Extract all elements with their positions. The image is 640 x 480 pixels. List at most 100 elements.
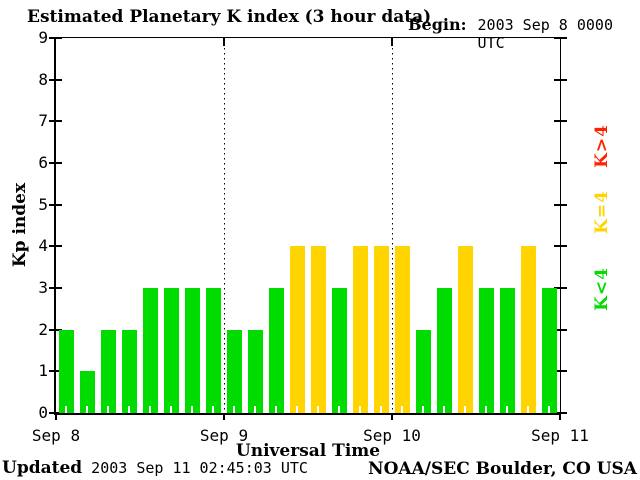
kp-bar bbox=[353, 246, 368, 413]
kp-bar bbox=[80, 371, 95, 413]
kp-bar bbox=[311, 246, 326, 413]
minor-tick-notch bbox=[464, 406, 466, 413]
y-axis-tick-right bbox=[554, 203, 567, 206]
x-axis-day-tick bbox=[223, 413, 225, 420]
y-axis-tick-right bbox=[554, 37, 567, 39]
y-axis-tick-label: 7 bbox=[38, 111, 48, 131]
updated-line: Updated 2003 Sep 11 02:45:03 UTC bbox=[2, 458, 308, 478]
y-axis-line bbox=[54, 37, 56, 415]
kp-bar bbox=[248, 329, 263, 413]
y-axis-tick-left bbox=[49, 78, 62, 81]
kp-bar bbox=[521, 246, 536, 413]
y-axis-tick-label: 4 bbox=[38, 236, 48, 256]
kp-bar bbox=[332, 288, 347, 413]
y-axis-tick-left bbox=[49, 162, 62, 164]
kp-bar bbox=[374, 246, 389, 413]
minor-tick-notch bbox=[86, 406, 88, 413]
y-axis-tick-left bbox=[49, 370, 62, 373]
kp-bar bbox=[269, 288, 284, 413]
x-axis-day-tick bbox=[559, 413, 561, 420]
minor-tick-notch bbox=[233, 406, 235, 413]
begin-label: Begin: bbox=[408, 15, 467, 34]
kp-bar bbox=[395, 246, 410, 413]
y-axis-tick-left bbox=[49, 120, 62, 123]
y-axis-tick-left bbox=[49, 37, 62, 39]
minor-tick-notch bbox=[107, 406, 109, 413]
minor-tick-notch bbox=[548, 406, 550, 413]
y-axis-tick-label: 9 bbox=[38, 28, 48, 47]
minor-tick-notch bbox=[128, 406, 130, 413]
minor-tick-notch bbox=[296, 406, 298, 413]
minor-tick-notch bbox=[191, 406, 193, 413]
x-axis-tick-label: Sep 8 bbox=[31, 426, 81, 445]
y-axis-tick-left bbox=[49, 245, 62, 248]
minor-tick-notch bbox=[212, 406, 214, 413]
minor-tick-notch bbox=[380, 406, 382, 413]
minor-tick-notch bbox=[359, 406, 361, 413]
y-axis-tick-right bbox=[554, 287, 567, 289]
credit-text: NOAA/SEC Boulder, CO USA bbox=[368, 459, 637, 479]
y-axis-tick-label: 8 bbox=[38, 69, 48, 89]
y-axis-tick-left bbox=[49, 287, 62, 289]
kp-bar bbox=[479, 288, 494, 413]
minor-tick-notch bbox=[338, 406, 340, 413]
y-axis-tick-label: 0 bbox=[38, 403, 48, 422]
minor-tick-notch bbox=[317, 406, 319, 413]
plot-area bbox=[49, 37, 567, 420]
x-axis-day-tick bbox=[391, 413, 393, 420]
y-axis-tick-label: 3 bbox=[38, 278, 48, 297]
kp-bar bbox=[458, 246, 473, 413]
minor-tick-notch bbox=[401, 406, 403, 413]
y-axis-tick-left bbox=[49, 203, 62, 206]
kp-bar bbox=[542, 288, 557, 413]
kp-bar bbox=[122, 329, 137, 413]
y-axis-tick-label: 6 bbox=[38, 153, 48, 172]
x-axis-tick-label: Sep 9 bbox=[199, 426, 249, 445]
legend-item-k-equal-4: K=4 bbox=[592, 190, 612, 234]
minor-tick-notch bbox=[422, 406, 424, 413]
kp-bar bbox=[500, 288, 515, 413]
y-axis-tick-right bbox=[554, 162, 567, 164]
minor-tick-notch bbox=[170, 406, 172, 413]
plot-right-border bbox=[560, 37, 561, 415]
y-axis-tick-right bbox=[554, 120, 567, 123]
y-axis-tick-label: 1 bbox=[38, 361, 48, 381]
begin-line: Begin: 2003 Sep 8 0000 UTC bbox=[408, 15, 640, 52]
chart-title: Estimated Planetary K index (3 hour data… bbox=[27, 7, 432, 27]
kp-bar bbox=[290, 246, 305, 413]
kp-bar bbox=[185, 288, 200, 413]
minor-tick-notch bbox=[149, 406, 151, 413]
updated-label: Updated bbox=[2, 458, 83, 478]
minor-tick-notch bbox=[485, 406, 487, 413]
y-axis-tick-right bbox=[554, 328, 567, 331]
y-axis-tick-right bbox=[554, 370, 567, 373]
x-axis-line bbox=[54, 413, 561, 415]
plot-top-border bbox=[54, 37, 561, 38]
updated-timestamp: 2003 Sep 11 02:45:03 UTC bbox=[91, 459, 308, 477]
x-axis-day-tick bbox=[55, 413, 57, 420]
y-axis-tick-label: 2 bbox=[38, 319, 48, 339]
kp-bar bbox=[101, 329, 116, 413]
kp-bar bbox=[227, 329, 242, 413]
legend-item-k-above-4: K>4 bbox=[592, 124, 612, 168]
minor-tick-notch bbox=[527, 406, 529, 413]
kp-bar bbox=[437, 288, 452, 413]
kp-bar bbox=[416, 329, 431, 413]
minor-tick-notch bbox=[65, 406, 67, 413]
begin-value: 2003 Sep 8 0000 UTC bbox=[477, 16, 613, 52]
y-axis-tick-left bbox=[49, 328, 62, 331]
kp-bar bbox=[143, 288, 158, 413]
x-axis-label: Universal Time bbox=[235, 441, 381, 461]
kp-bar bbox=[206, 288, 221, 413]
x-axis-tick-label: Sep 11 bbox=[531, 426, 589, 445]
y-axis-tick-right bbox=[554, 245, 567, 248]
kp-bar bbox=[59, 329, 74, 413]
minor-tick-notch bbox=[275, 406, 277, 413]
minor-tick-notch bbox=[506, 406, 508, 413]
x-axis-tick-label: Sep 10 bbox=[363, 426, 421, 445]
y-axis-tick-label: 5 bbox=[38, 194, 48, 214]
y-axis-tick-right bbox=[554, 78, 567, 81]
legend-item-k-below-4: K<4 bbox=[592, 267, 612, 311]
minor-tick-notch bbox=[254, 406, 256, 413]
